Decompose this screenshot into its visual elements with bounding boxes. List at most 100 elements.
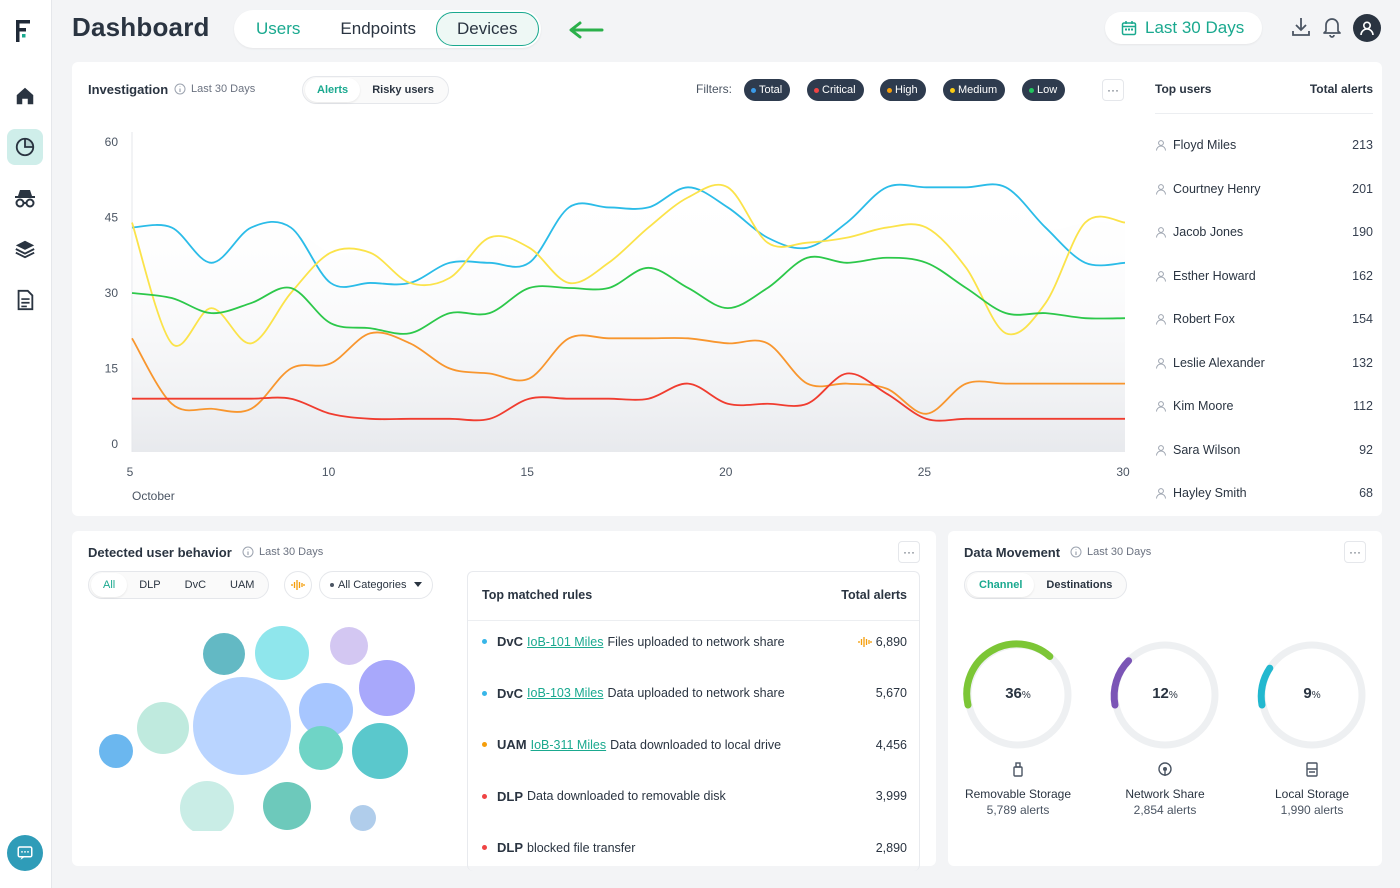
filter-chip-medium[interactable]: Medium	[943, 79, 1006, 101]
top-user-name: Esther Howard	[1173, 268, 1256, 283]
top-user-row[interactable]: Esther Howard 162	[1155, 269, 1373, 283]
top-users-title: Top users	[1155, 82, 1212, 96]
gauge-percent-sign: %	[1311, 690, 1321, 701]
tab-risky-users[interactable]: Risky users	[372, 84, 434, 96]
behavior-bubble-chart	[99, 626, 415, 831]
top-user-row[interactable]: Leslie Alexander 132	[1155, 356, 1373, 370]
sound-wave-icon	[858, 636, 872, 647]
rule-link[interactable]: IoB-103 Miles	[527, 686, 604, 700]
rules-header: Top matched rules Total alerts	[482, 588, 907, 602]
tab-alerts[interactable]: Alerts	[305, 78, 361, 102]
rule-row[interactable]: DLP blocked file transfer 2,890	[482, 840, 907, 855]
behavior-title: Detected user behavior	[88, 545, 232, 560]
download-icon[interactable]	[1291, 16, 1311, 38]
sidebar-item-home[interactable]	[7, 78, 43, 114]
filter-chip-critical[interactable]: Critical	[807, 79, 864, 101]
rule-row[interactable]: DLP Data downloaded to removable disk 3,99…	[482, 789, 907, 804]
tab-devices[interactable]: Devices	[436, 12, 539, 46]
investigation-subtitle: Last 30 Days	[174, 83, 255, 95]
pie-chart-icon	[15, 137, 35, 157]
user-avatar[interactable]	[1353, 14, 1381, 42]
tab-destinations[interactable]: Destinations	[1046, 579, 1113, 591]
rule-row[interactable]: DvC IoB-101 Miles Files uploaded to networ…	[482, 634, 907, 649]
gauge-alerts: 1,990 alerts	[1280, 803, 1344, 817]
filter-chip-total[interactable]: Total	[744, 79, 791, 101]
behavior-bubble[interactable]	[137, 702, 189, 754]
series-line	[131, 255, 1126, 335]
top-user-row[interactable]: Sara Wilson 92	[1155, 443, 1373, 457]
user-outline-icon	[1156, 357, 1166, 369]
behavior-bubble[interactable]	[330, 627, 368, 665]
filter-chip-label: Low	[1037, 84, 1058, 96]
investigation-more-button[interactable]: ···	[1102, 79, 1124, 101]
filter-chip-high[interactable]: High	[880, 79, 926, 101]
x-tick-label: 15	[521, 465, 535, 479]
gauge-percent-sign: %	[1021, 690, 1031, 701]
behavior-card: Detected user behavior Last 30 Days ··· …	[72, 531, 936, 871]
date-range-button[interactable]: Last 30 Days	[1105, 12, 1263, 44]
sidebar-item-analytics[interactable]	[7, 129, 43, 165]
behavior-bubble[interactable]	[359, 660, 415, 716]
chat-button[interactable]	[7, 835, 43, 871]
investigation-title: Investigation	[88, 82, 169, 97]
behavior-bubble[interactable]	[352, 723, 408, 779]
gauge-percent: 36%	[988, 685, 1048, 702]
document-icon	[17, 289, 34, 311]
sidebar-item-layers[interactable]	[7, 231, 43, 267]
top-user-count: 92	[1359, 442, 1373, 457]
x-tick-label: 20	[719, 465, 733, 479]
gauge-alerts: 5,789 alerts	[986, 803, 1050, 817]
top-user-row[interactable]: Robert Fox 154	[1155, 312, 1373, 326]
rule-row[interactable]: DvC IoB-103 Miles Data uploaded to network…	[482, 686, 907, 701]
chat-icon	[17, 846, 33, 860]
behavior-more-button[interactable]: ···	[898, 541, 920, 563]
behavior-bubble[interactable]	[255, 626, 309, 680]
bell-icon[interactable]	[1322, 16, 1342, 38]
top-user-name: Robert Fox	[1173, 312, 1235, 326]
rule-link[interactable]: IoB-101 Miles	[527, 634, 604, 649]
top-user-row[interactable]: Jacob Jones 190	[1155, 225, 1373, 239]
rule-row[interactable]: UAM IoB-311 Miles Data downloaded to local…	[482, 737, 907, 752]
tab-users[interactable]: Users	[256, 19, 301, 38]
behavior-bubble[interactable]	[193, 677, 291, 775]
tab-uam[interactable]: UAM	[230, 579, 255, 591]
tab-endpoints[interactable]: Endpoints	[340, 19, 417, 38]
category-select-label: All Categories	[338, 579, 407, 591]
series-line	[131, 331, 1125, 415]
top-rules-panel: Top matched rules Total alerts DvC IoB-10…	[467, 571, 920, 871]
tab-dlp[interactable]: DLP	[139, 579, 161, 591]
user-outline-icon	[1156, 488, 1166, 499]
app-logo-icon[interactable]	[14, 18, 34, 44]
behavior-bubble[interactable]	[350, 805, 376, 831]
sound-wave-button[interactable]	[284, 571, 312, 599]
category-select[interactable]: All Categories	[319, 571, 434, 599]
behavior-bubble[interactable]	[299, 726, 343, 770]
filter-chip-low[interactable]: Low	[1022, 79, 1066, 101]
top-user-row[interactable]: Floyd Miles 213	[1155, 138, 1373, 152]
top-user-name: Kim Moore	[1173, 399, 1234, 413]
rule-value: 4,456	[875, 737, 907, 752]
layers-icon	[15, 240, 35, 259]
y-tick-label: 0	[111, 437, 118, 451]
rule-dot	[482, 793, 487, 799]
tab-dvc[interactable]: DvC	[184, 579, 207, 591]
top-user-row[interactable]: Courtney Henry 201	[1155, 182, 1373, 196]
sidebar-item-investigations[interactable]	[7, 180, 43, 216]
tab-all[interactable]: All	[91, 573, 128, 597]
behavior-bubble[interactable]	[203, 633, 245, 675]
behavior-bubble[interactable]	[99, 734, 133, 768]
sidebar-item-reports[interactable]	[7, 282, 43, 318]
info-icon	[174, 83, 186, 95]
user-outline-icon	[1156, 227, 1166, 238]
behavior-bubble[interactable]	[263, 782, 311, 830]
rule-dot	[482, 742, 487, 747]
rule-value: 3,999	[875, 789, 907, 803]
behavior-bubble[interactable]	[299, 683, 353, 737]
behavior-bubble[interactable]	[180, 781, 234, 831]
top-user-count: 201	[1352, 181, 1373, 196]
tab-channel[interactable]: Channel	[967, 573, 1035, 597]
data-movement-more-button[interactable]: ···	[1344, 541, 1366, 563]
top-user-row[interactable]: Kim Moore 112	[1155, 399, 1373, 413]
top-user-row[interactable]: Hayley Smith 68	[1155, 486, 1373, 500]
rule-link[interactable]: IoB-311 Miles	[530, 737, 607, 752]
